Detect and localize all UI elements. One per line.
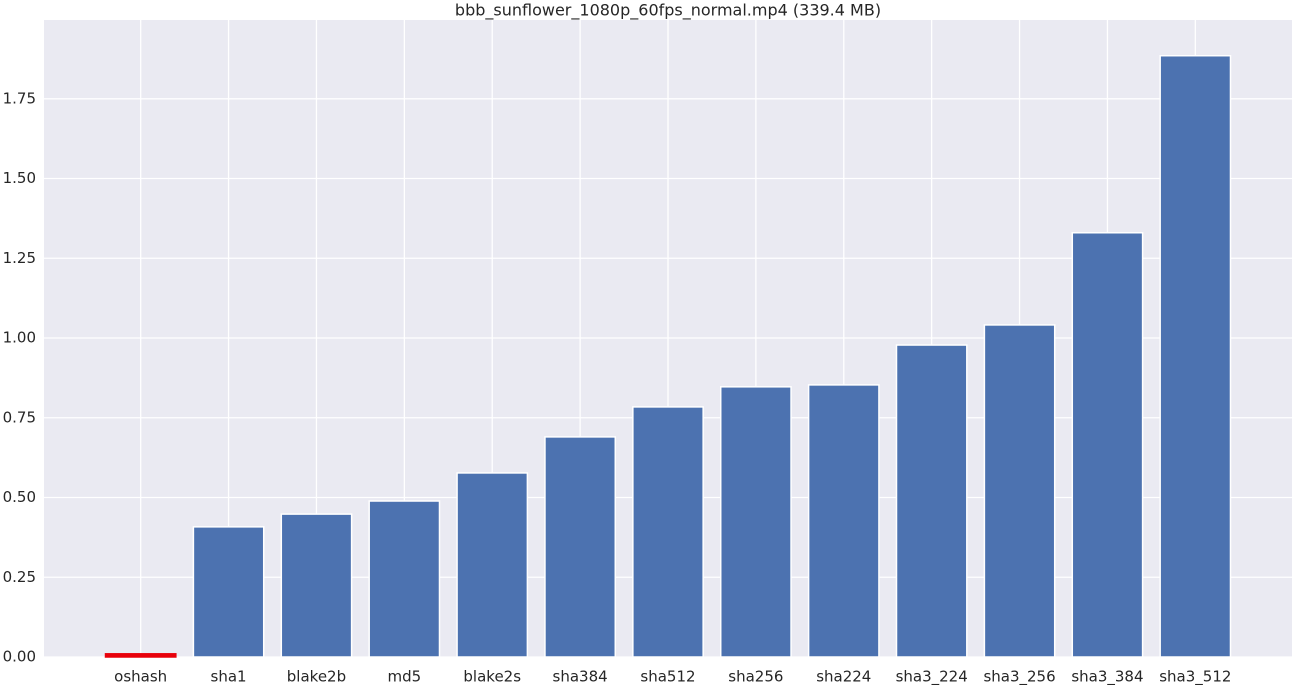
bar xyxy=(1071,232,1144,658)
bar xyxy=(544,436,617,658)
y-tick-label: 1.75 xyxy=(3,89,36,107)
x-tick-label: md5 xyxy=(387,668,421,686)
y-tick-label: 0.75 xyxy=(3,408,36,426)
x-tick-label: sha512 xyxy=(640,668,695,686)
x-tick-label: sha256 xyxy=(728,668,783,686)
y-tick-label: 1.25 xyxy=(3,249,36,267)
x-tick-label: blake2b xyxy=(287,668,346,686)
x-tick-label: sha3_512 xyxy=(1159,668,1231,687)
bar xyxy=(192,526,265,658)
x-tick-label: sha224 xyxy=(816,668,871,686)
bar xyxy=(368,500,441,658)
y-tick-label: 0.50 xyxy=(3,488,36,506)
x-tick-label: oshash xyxy=(114,668,167,686)
bar xyxy=(895,344,968,658)
x-tick-label: sha384 xyxy=(553,668,608,686)
x-tick-label: sha3_256 xyxy=(983,668,1055,687)
bar xyxy=(719,386,792,658)
y-tick-label: 1.00 xyxy=(3,329,36,347)
bar xyxy=(280,513,353,658)
x-tick-label: blake2s xyxy=(463,668,521,686)
bar xyxy=(807,384,880,658)
bar xyxy=(983,324,1056,658)
bar xyxy=(104,653,177,658)
y-tick-label: 0.25 xyxy=(3,568,36,586)
y-tick-label: 1.50 xyxy=(3,169,36,187)
bar xyxy=(632,406,704,658)
bar xyxy=(456,472,529,658)
bar xyxy=(1159,54,1232,658)
y-tick-label: 0.00 xyxy=(3,648,36,666)
x-tick-label: sha3_384 xyxy=(1071,668,1143,687)
chart-title: bbb_sunflower_1080p_60fps_normal.mp4 (33… xyxy=(455,1,881,21)
x-tick-label: sha1 xyxy=(211,668,247,686)
x-tick-label: sha3_224 xyxy=(896,668,968,687)
